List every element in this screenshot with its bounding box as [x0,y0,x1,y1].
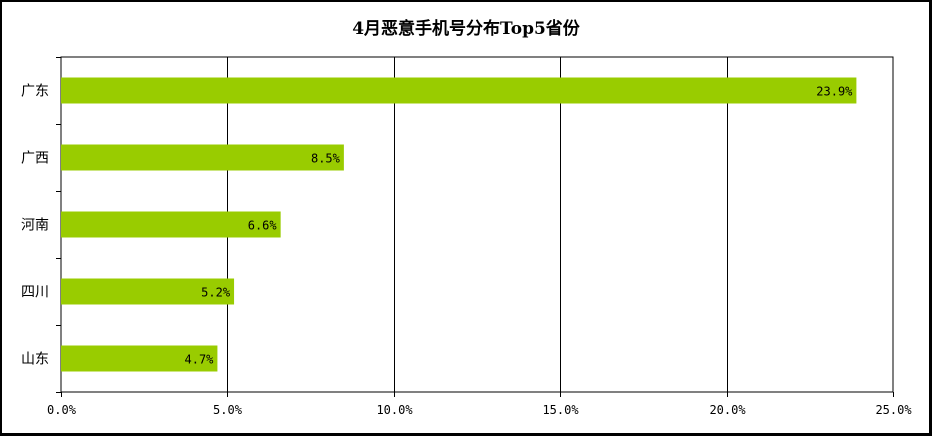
x-tick-label: 0.0% [47,403,77,417]
x-tick-label: 20.0% [709,403,746,417]
x-tick-labels: 0.0% 5.0% 10.0% 15.0% 20.0% 25.0% [47,403,912,417]
bar [61,77,857,104]
category-label: 四川 [21,285,49,301]
category-label: 河南 [21,218,49,234]
x-tick-label: 25.0% [875,403,912,417]
data-label: 4.7% [185,353,215,367]
category-label: 山东 [21,352,49,368]
chart-title: 4月恶意手机号分布Top5省份 [352,19,580,39]
bars [61,77,857,372]
category-label: 广东 [21,84,49,100]
data-label: 6.6% [248,219,278,233]
data-label: 23.9% [816,85,853,99]
x-tick-label: 10.0% [376,403,413,417]
bar [61,211,281,238]
data-label: 5.2% [201,286,231,300]
x-tick-label: 15.0% [542,403,579,417]
bar [61,345,218,372]
bar [61,144,344,171]
data-label: 8.5% [311,152,341,166]
category-label: 广西 [21,151,49,167]
value-labels: 23.9% 8.5% 6.6% 5.2% 4.7% [185,85,854,367]
x-tick-label: 5.0% [213,403,243,417]
axes [56,57,894,397]
bar [61,278,235,305]
